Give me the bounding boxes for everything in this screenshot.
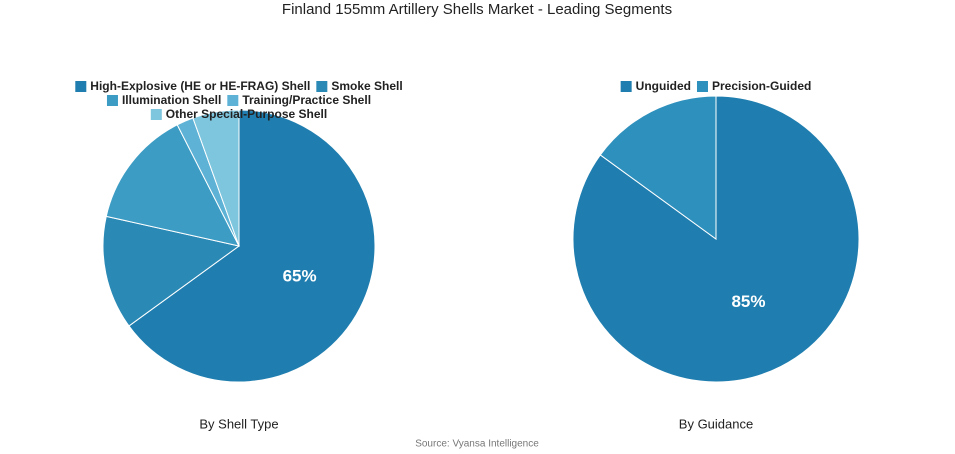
legend-swatch [75,81,87,92]
legend-item: Illumination Shell [106,93,221,107]
legend-label: Precision-Guided [712,79,811,93]
pie-slice [599,95,717,240]
page-title: Finland 155mm Artillery Shells Market - … [282,1,672,18]
pie-slice [572,95,860,383]
source: Source: Vyansa Intelligence [415,439,539,450]
legend-swatch [620,81,632,92]
legend-label: Illumination Shell [122,93,221,107]
legend-swatch [696,81,708,92]
legend-label: Smoke Shell [331,79,402,93]
pie-slice [192,109,240,247]
legend-item: High-Explosive (HE or HE-FRAG) Shell [75,79,310,93]
legend-item: Smoke Shell [316,79,403,93]
legend-label: High-Explosive (HE or HE-FRAG) Shell [90,79,310,93]
legend-label: Training/Practice Shell [242,93,371,107]
legend-swatch [316,81,328,92]
legend-label: Other Special-Purpose Shell [166,107,327,121]
legend-item: Training/Practice Shell [227,93,371,107]
pie-slice [105,124,240,247]
legend-item: Precision-Guided [696,79,811,93]
slice-label: 85% [731,292,765,311]
legend-swatch [150,109,162,120]
pie-slice [102,215,241,327]
legend-swatch [106,95,118,106]
legend-item: Other Special-Purpose Shell [150,107,327,121]
slice-label: 65% [283,266,317,285]
chart-caption: By Guidance [679,416,753,431]
legend-swatch [227,95,239,106]
legend-label: Unguided [636,79,691,93]
pie-slice [128,109,376,383]
chart-caption: By Shell Type [199,416,278,431]
legend-item: Unguided [620,79,691,93]
